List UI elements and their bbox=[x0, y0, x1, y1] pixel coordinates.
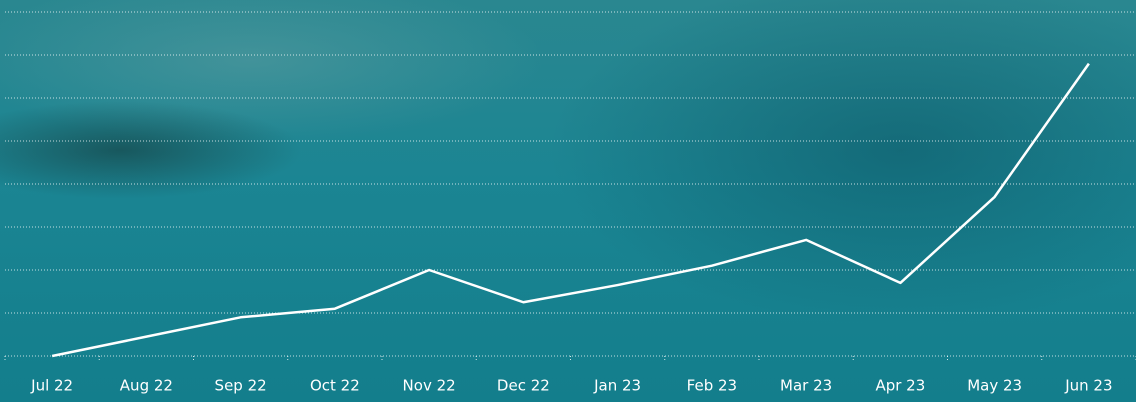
x-tick-label: Nov 22 bbox=[403, 377, 456, 395]
chart-container: Jul 22 Aug 22 Sep 22 Oct 22 Nov 22 Dec 22 Jan … bbox=[0, 0, 1136, 402]
x-tick-label: May 23 bbox=[967, 377, 1022, 395]
line bbox=[52, 64, 1089, 356]
x-tick-label: Sep 22 bbox=[215, 377, 267, 395]
chart: Jul 22 Aug 22 Sep 22 Oct 22 Nov 22 Dec 22 Jan … bbox=[0, 0, 1136, 402]
x-tick-label: Feb 23 bbox=[687, 377, 737, 395]
x-tick-label: Apr 23 bbox=[875, 377, 925, 395]
x-tick-label: Jan 23 bbox=[593, 377, 641, 395]
x-tick-label: Dec 22 bbox=[497, 377, 550, 395]
x-tick-label: Mar 23 bbox=[780, 377, 832, 395]
x-tick-label: Aug 22 bbox=[120, 377, 173, 395]
x-tick-label: Jul 22 bbox=[30, 377, 73, 395]
x-tick-label: Oct 22 bbox=[310, 377, 360, 395]
x-tick-label: Jun 23 bbox=[1064, 377, 1112, 395]
